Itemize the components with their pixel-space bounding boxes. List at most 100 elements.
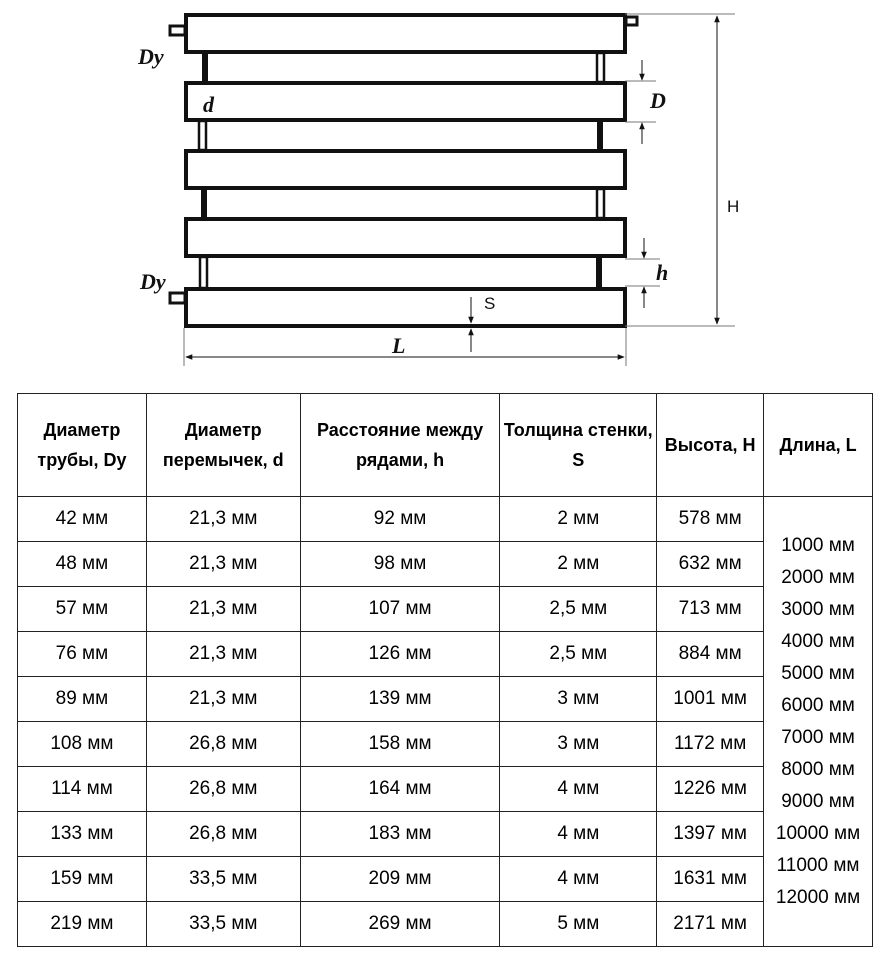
inlet-stub xyxy=(168,24,187,37)
table-row: 89 мм 21,3 мм 139 мм 3 мм 1001 мм xyxy=(17,676,873,722)
table-cell: 33,5 мм xyxy=(145,901,301,947)
table-cell: 1172 мм xyxy=(656,721,765,767)
header-row: Диаметр трубы, Dy Диаметр перемычек, d Рас… xyxy=(17,393,873,497)
table-cell: 1631 мм xyxy=(656,856,765,902)
column-header: Высота, H xyxy=(656,393,765,497)
table-cell: 76 мм xyxy=(17,631,147,677)
table-cell: 21,3 мм xyxy=(145,631,301,677)
table-cell: 42 мм xyxy=(17,496,147,542)
table-cell: 3 мм xyxy=(499,676,658,722)
table-cell: 21,3 мм xyxy=(145,586,301,632)
length-option: 6000 мм xyxy=(781,694,855,716)
label-dy-top: Dy xyxy=(137,44,164,69)
table-cell: 33,5 мм xyxy=(145,856,301,902)
table-cell: 1397 мм xyxy=(656,811,765,857)
label-h: h xyxy=(656,260,668,285)
table-cell: 2,5 мм xyxy=(499,586,658,632)
table-row: 76 мм 21,3 мм 126 мм 2,5 мм 884 мм xyxy=(17,631,873,677)
pipe-row xyxy=(184,13,627,54)
table-cell: 159 мм xyxy=(17,856,147,902)
dimension-lines xyxy=(183,13,735,366)
table-row: 48 мм 21,3 мм 98 мм 2 мм 632 мм xyxy=(17,541,873,587)
table-cell: 107 мм xyxy=(299,586,501,632)
table-cell: 578 мм xyxy=(656,496,765,542)
table-cell: 884 мм xyxy=(656,631,765,677)
length-cell: 1000 мм 2000 мм 3000 мм 4000 мм 5000 мм 6000 … xyxy=(763,496,873,947)
table-cell: 114 мм xyxy=(17,766,147,812)
table-cell: 209 мм xyxy=(299,856,501,902)
table-cell: 21,3 мм xyxy=(145,541,301,587)
column-header: Расстояние между рядами, h xyxy=(299,393,501,497)
table-cell: 3 мм xyxy=(499,721,658,767)
table-cell: 632 мм xyxy=(656,541,765,587)
table-cell: 4 мм xyxy=(499,856,658,902)
table-cell: 269 мм xyxy=(299,901,501,947)
radiator-diagram: Dy Dy d D h L H S xyxy=(137,13,739,366)
table-cell: 126 мм xyxy=(299,631,501,677)
table-cell: 158 мм xyxy=(299,721,501,767)
length-option: 11000 мм xyxy=(776,854,860,876)
length-option: 3000 мм xyxy=(781,598,855,620)
table-row: 159 мм 33,5 мм 209 мм 4 мм 1631 мм xyxy=(17,856,873,902)
label-dy-bottom: Dy xyxy=(139,269,166,294)
table-cell: 164 мм xyxy=(299,766,501,812)
table-row: 114 мм 26,8 мм 164 мм 4 мм 1226 мм xyxy=(17,766,873,812)
table-cell: 48 мм xyxy=(17,541,147,587)
table-cell: 2,5 мм xyxy=(499,631,658,677)
length-option: 1000 мм xyxy=(781,534,855,556)
length-option: 4000 мм xyxy=(781,630,855,652)
specs-table: Диаметр трубы, Dy Диаметр перемычек, d Рас… xyxy=(17,393,873,947)
table-cell: 139 мм xyxy=(299,676,501,722)
table-cell: 57 мм xyxy=(17,586,147,632)
length-option: 5000 мм xyxy=(781,662,855,684)
pipe-row xyxy=(184,149,627,190)
label-d: d xyxy=(203,92,215,117)
table-row: 108 мм 26,8 мм 158 мм 3 мм 1172 мм xyxy=(17,721,873,767)
label-D: D xyxy=(649,88,666,113)
table-row: 219 мм 33,5 мм 269 мм 5 мм 2171 мм xyxy=(17,901,873,947)
jumpers xyxy=(197,51,606,290)
table-cell: 92 мм xyxy=(299,496,501,542)
table-cell: 26,8 мм xyxy=(145,721,301,767)
table-cell: 5 мм xyxy=(499,901,658,947)
table-cell: 713 мм xyxy=(656,586,765,632)
pipe-row xyxy=(184,81,627,122)
table-cell: 21,3 мм xyxy=(145,496,301,542)
table-row: 57 мм 21,3 мм 107 мм 2,5 мм 713 мм xyxy=(17,586,873,632)
table-cell: 108 мм xyxy=(17,721,147,767)
table-cell: 133 мм xyxy=(17,811,147,857)
table-cell: 26,8 мм xyxy=(145,766,301,812)
table-cell: 2 мм xyxy=(499,541,658,587)
length-option: 2000 мм xyxy=(781,566,855,588)
table-cell: 2171 мм xyxy=(656,901,765,947)
table-cell: 4 мм xyxy=(499,811,658,857)
column-header: Длина, L xyxy=(763,393,873,497)
pipe-row xyxy=(184,287,627,328)
label-L: L xyxy=(391,333,405,358)
pipes xyxy=(168,13,639,328)
length-option: 8000 мм xyxy=(781,758,855,780)
label-H: H xyxy=(727,197,739,216)
column-header: Толщина стенки, S xyxy=(499,393,658,497)
table-cell: 98 мм xyxy=(299,541,501,587)
table-cell: 21,3 мм xyxy=(145,676,301,722)
table-cell: 1001 мм xyxy=(656,676,765,722)
column-header: Диаметр трубы, Dy xyxy=(17,393,147,497)
table-cell: 1226 мм xyxy=(656,766,765,812)
table-cell: 2 мм xyxy=(499,496,658,542)
table-cell: 4 мм xyxy=(499,766,658,812)
table-row: 42 мм 21,3 мм 92 мм 2 мм 578 мм 1000 мм 2000 м… xyxy=(17,496,873,947)
column-header: Диаметр перемычек, d xyxy=(145,393,301,497)
inlet-stub-bottom xyxy=(168,291,187,305)
length-option: 7000 мм xyxy=(781,726,855,748)
table-cell: 183 мм xyxy=(299,811,501,857)
table-cell: 89 мм xyxy=(17,676,147,722)
pipe-row xyxy=(184,217,627,258)
table-cell: 219 мм xyxy=(17,901,147,947)
label-S: S xyxy=(484,294,495,313)
table-cell: 26,8 мм xyxy=(145,811,301,857)
length-option: 10000 мм xyxy=(775,822,861,844)
outlet-stub xyxy=(624,15,639,27)
table-row: 133 мм 26,8 мм 183 мм 4 мм 1397 мм xyxy=(17,811,873,857)
length-option: 9000 мм xyxy=(781,790,855,812)
